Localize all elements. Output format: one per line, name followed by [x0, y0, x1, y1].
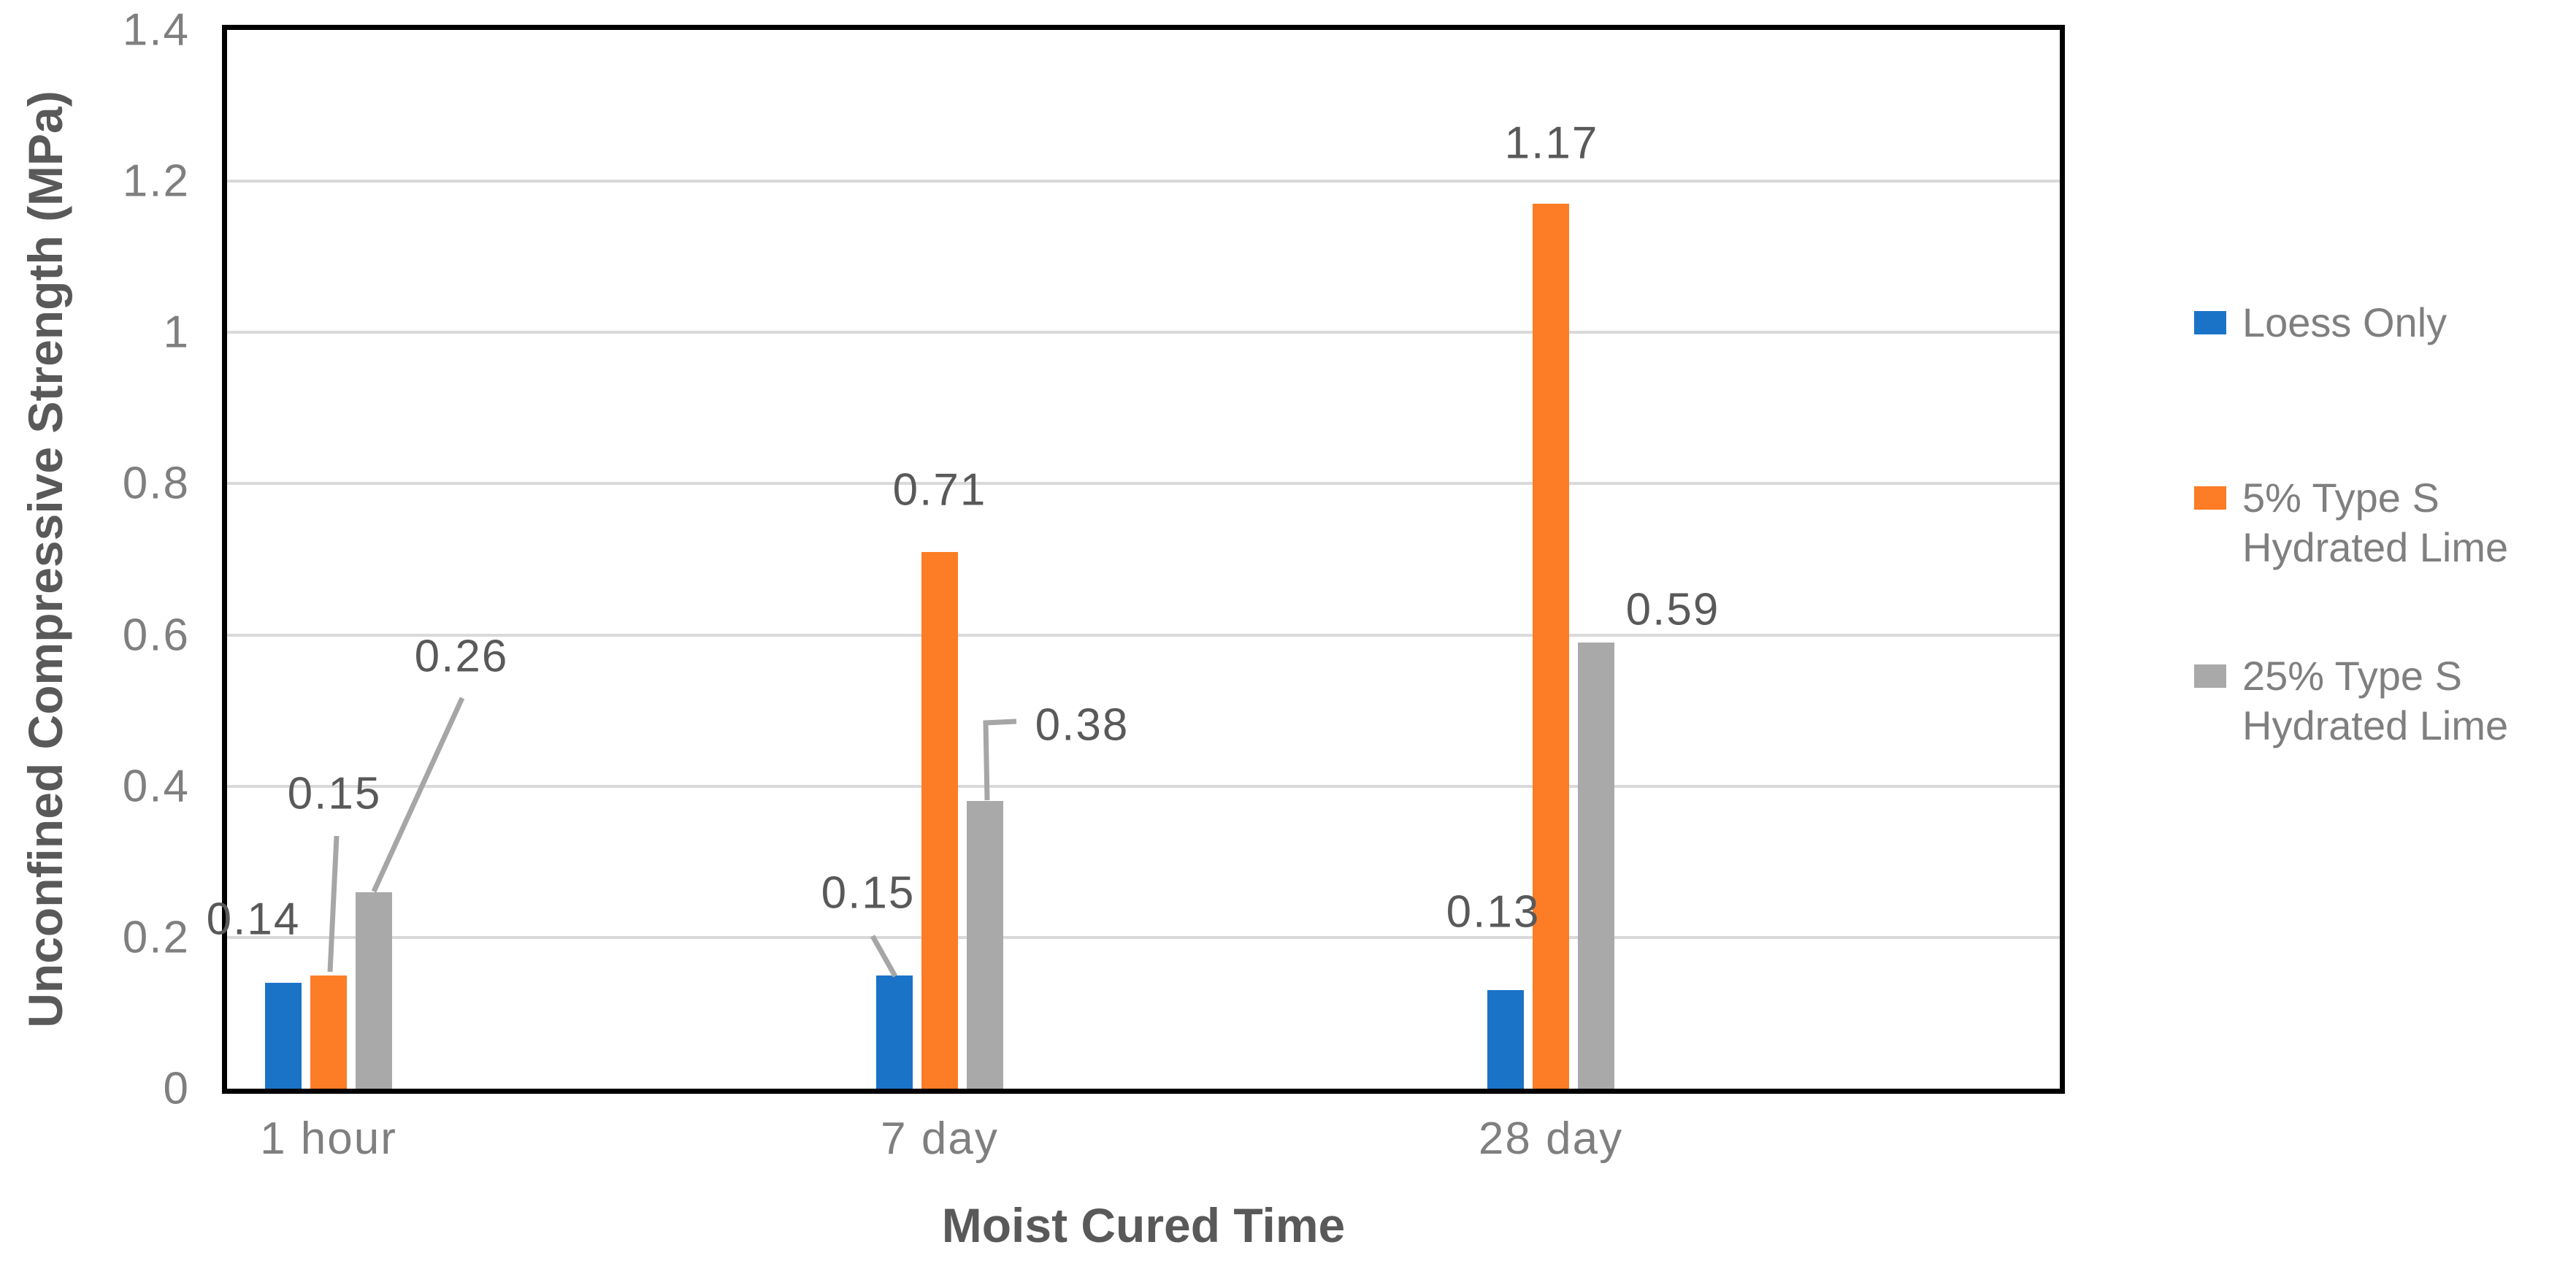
legend-entry-0: Loess Only	[2194, 298, 2447, 348]
bar-loess-only-28-day	[1487, 990, 1524, 1089]
y-tick-1.4: 1.4	[122, 4, 190, 55]
data-label-28-day-series-2: 0.59	[1625, 584, 1720, 635]
bar-25-type-s-hydrated-lime-1-hour	[356, 892, 392, 1089]
bar-25-type-s-hydrated-lime-7-day	[967, 801, 1003, 1089]
data-label-7-day-series-2: 0.38	[1035, 699, 1130, 751]
legend-swatch-icon	[2194, 664, 2226, 688]
legend-swatch-icon	[2194, 486, 2226, 510]
y-tick-1.2: 1.2	[122, 156, 190, 207]
legend-label: 5% Type S Hydrated Lime	[2242, 475, 2509, 570]
y-tick-0.6: 0.6	[122, 610, 190, 661]
gridline-0.4	[227, 784, 2060, 788]
bar-loess-only-7-day	[876, 975, 913, 1089]
bar-5-type-s-hydrated-lime-7-day	[921, 551, 958, 1089]
y-tick-0.8: 0.8	[122, 458, 190, 509]
bar-25-type-s-hydrated-lime-28-day	[1578, 642, 1614, 1089]
data-label-1-hour-series-0: 0.14	[206, 894, 301, 945]
x-tick-1-hour: 1 hour	[260, 1113, 397, 1164]
data-label-1-hour-series-2: 0.26	[414, 631, 509, 682]
bar-5-type-s-hydrated-lime-28-day	[1533, 204, 1569, 1089]
gridline-0.2	[227, 935, 2060, 939]
y-tick-0.4: 0.4	[122, 761, 190, 812]
legend-entry-2: 25% Type S Hydrated Lime	[2194, 651, 2508, 751]
x-axis-title: Moist Cured Time	[941, 1198, 1346, 1252]
gridline-0.8	[227, 482, 2060, 486]
y-tick-0: 0	[163, 1063, 190, 1114]
plot-area-border	[222, 25, 2065, 1094]
gridline-0.6	[227, 633, 2060, 637]
data-label-7-day-series-0: 0.15	[821, 867, 916, 919]
legend-swatch-icon	[2194, 311, 2226, 334]
legend-label: Loess Only	[2242, 299, 2447, 345]
data-label-28-day-series-0: 0.13	[1446, 886, 1541, 938]
data-label-7-day-series-1: 0.71	[892, 464, 987, 515]
bar-loess-only-1-hour	[265, 983, 302, 1089]
x-tick-7-day: 7 day	[881, 1113, 999, 1164]
bar-5-type-s-hydrated-lime-1-hour	[310, 975, 347, 1089]
legend-label: 25% Type S Hydrated Lime	[2242, 653, 2509, 748]
legend-entry-1: 5% Type S Hydrated Lime	[2194, 473, 2508, 572]
data-label-1-hour-series-1: 0.15	[287, 768, 382, 819]
y-tick-0.2: 0.2	[122, 912, 190, 963]
data-label-28-day-series-1: 1.17	[1504, 118, 1599, 169]
gridline-1	[227, 331, 2060, 334]
x-tick-28-day: 28 day	[1478, 1113, 1624, 1164]
gridline-1.2	[227, 180, 2060, 183]
y-axis-title: Unconfined Compressive Strength (MPa)	[18, 91, 72, 1028]
y-tick-1: 1	[163, 307, 190, 358]
